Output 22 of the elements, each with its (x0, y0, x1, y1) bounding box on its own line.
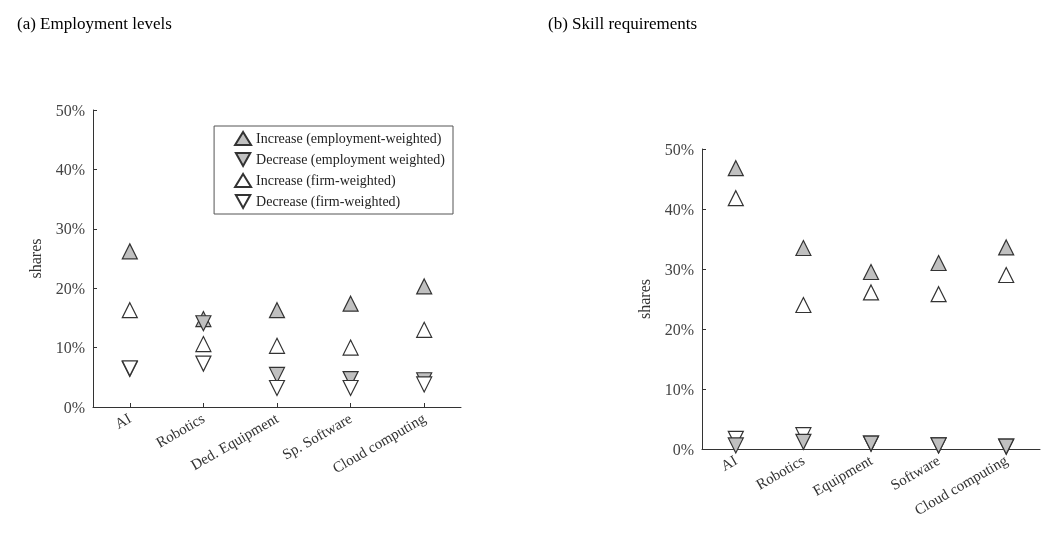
x-tick-label: AI (112, 410, 134, 432)
y-tick-label: 50% (664, 140, 694, 158)
y-tick-label: 10% (664, 380, 694, 398)
y-tick-label: 20% (664, 320, 694, 338)
y-tick-label: 0% (672, 440, 694, 458)
y-tick-label: 0% (63, 398, 85, 416)
legend-label: Decrease (firm-weighted) (256, 194, 401, 210)
chart-title: (b) Skill requirements (548, 14, 698, 33)
y-axis-title: shares (26, 238, 44, 279)
y-tick-label: 40% (664, 200, 694, 218)
y-tick-label: 30% (664, 260, 694, 278)
y-tick-label: 30% (55, 220, 85, 238)
chart-title: (a) Employment levels (17, 14, 172, 33)
y-tick-label: 20% (55, 279, 85, 297)
x-tick-label: AI (718, 452, 740, 474)
y-tick-label: 50% (55, 101, 85, 119)
legend-label: Decrease (employment weighted) (256, 152, 446, 168)
y-tick-label: 10% (55, 339, 85, 357)
legend-label: Increase (firm-weighted) (256, 173, 396, 189)
y-tick-label: 40% (55, 160, 85, 178)
legend-label: Increase (employment-weighted) (256, 131, 442, 147)
y-axis-title: shares (635, 279, 653, 319)
